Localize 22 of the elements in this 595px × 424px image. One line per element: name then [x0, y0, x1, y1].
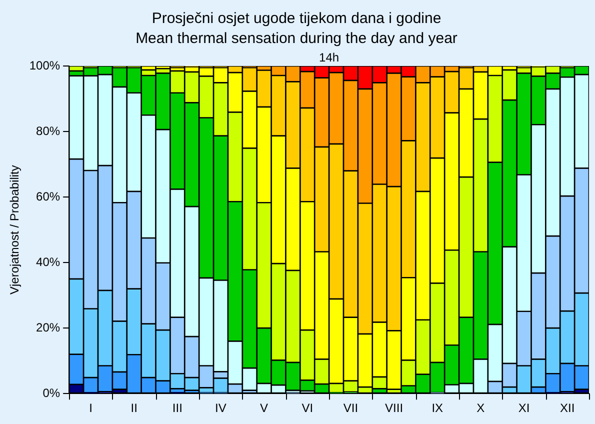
x-tick-label: X — [476, 401, 485, 416]
x-tick-label: V — [260, 401, 268, 416]
y-tick-label: 100% — [29, 58, 60, 72]
y-tick-label: 20% — [36, 320, 60, 334]
x-tick-label: IV — [215, 401, 226, 416]
y-tick-label: 60% — [36, 189, 60, 204]
x-tick-label: XI — [518, 401, 530, 416]
chart-subtitle: Mean thermal sensation during the day and year — [136, 30, 458, 48]
x-tick-label: VII — [343, 401, 358, 416]
x-tick-label: III — [172, 401, 182, 416]
x-tick-label: VI — [302, 401, 314, 416]
text: 14h — [319, 50, 340, 64]
x-tick-label: XII — [560, 401, 575, 416]
chart-title: Prosječni osjet ugode tijekom dana i godine — [152, 10, 442, 28]
y-tick-label: 40% — [36, 254, 60, 269]
x-tick-label: II — [130, 401, 138, 416]
y-tick-label: 80% — [36, 124, 60, 138]
x-tick-label: I — [89, 401, 92, 416]
x-tick-label: VIII — [385, 401, 404, 416]
y-tick-label: 0% — [42, 386, 60, 400]
y-axis-title: Vjerojatnost / Probability — [8, 165, 22, 295]
x-tick-label: IX — [432, 401, 444, 416]
